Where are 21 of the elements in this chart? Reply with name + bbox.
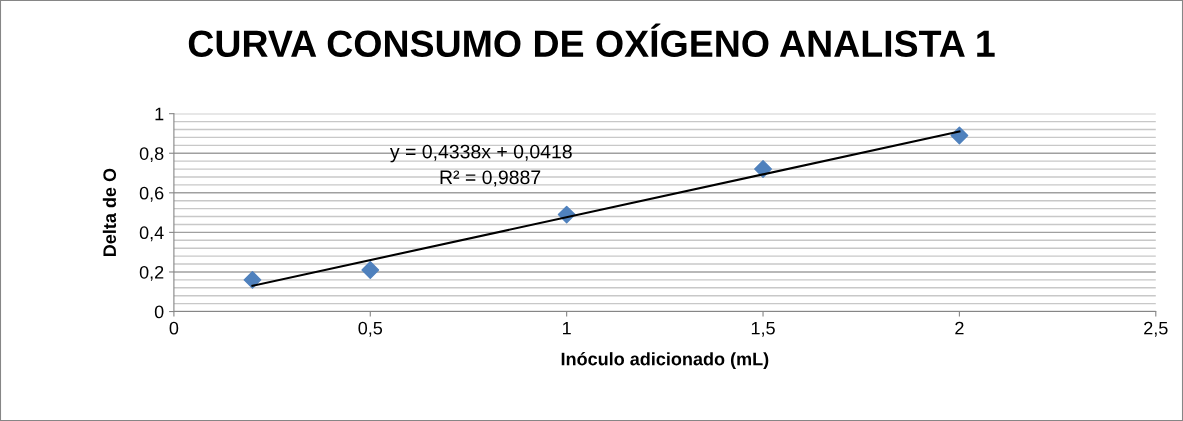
y-axis-title: Delta de O <box>102 168 117 257</box>
annotation: R² = 0,9887 <box>440 170 541 187</box>
annotation: y = 0,4338x + 0,0418 <box>389 144 572 163</box>
point <box>243 270 262 289</box>
point <box>950 126 969 145</box>
chart-title: CURVA CONSUMO DE OXÍGENO ANALISTA 1 <box>188 23 995 58</box>
x-tick-label: 2,5 <box>1144 321 1168 337</box>
y-tick-label: 0 <box>154 305 164 319</box>
x-tick-label: 0,5 <box>358 321 383 337</box>
point <box>754 160 772 178</box>
y-tick-label: 0,4 <box>139 226 164 242</box>
y-tick-label: 0,6 <box>139 186 164 202</box>
x-tick-label: 2 <box>955 321 964 335</box>
x-tick-label: 0 <box>169 321 179 335</box>
y-tick-label: 0,8 <box>139 147 164 163</box>
x-axis-title: Inóculo adicionado (mL) <box>561 351 769 369</box>
x-tick-label: 1 <box>563 321 571 335</box>
y-tick-label: 0,2 <box>139 265 164 281</box>
x-tick-label: 1,5 <box>751 321 775 337</box>
y-tick-label: 1 <box>155 107 164 121</box>
point <box>361 261 380 279</box>
